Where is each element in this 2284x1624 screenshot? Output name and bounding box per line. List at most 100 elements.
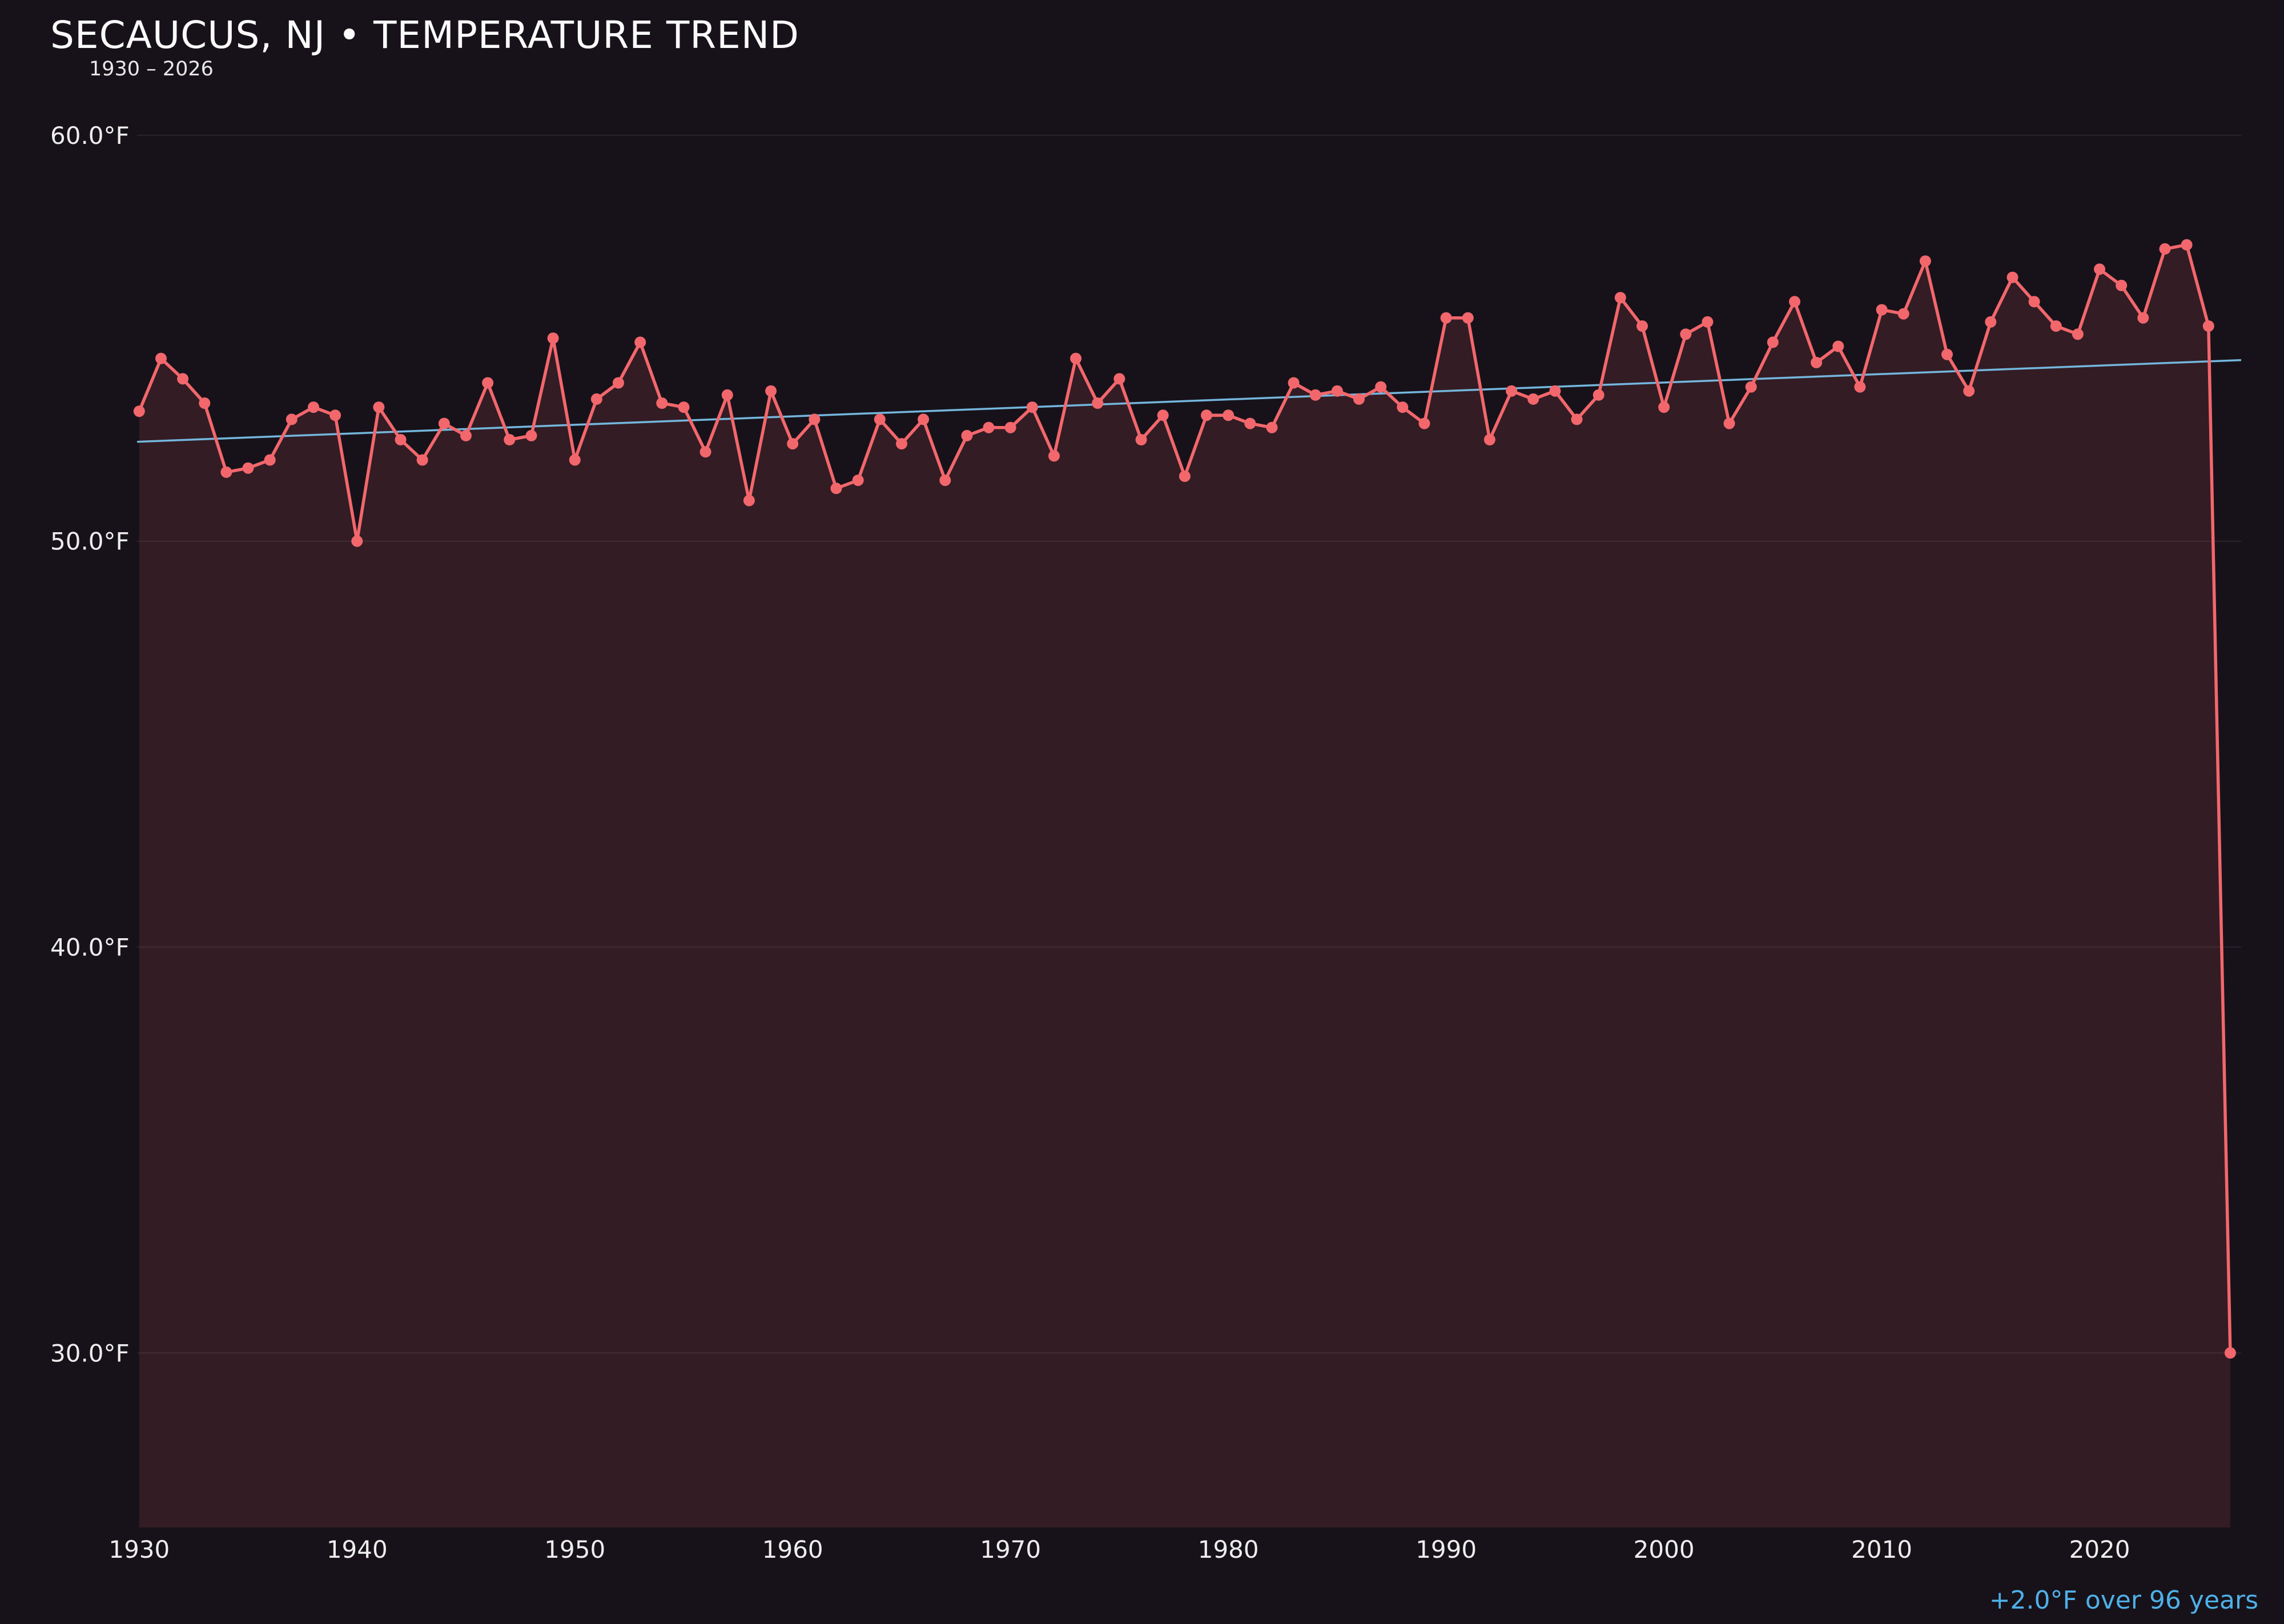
data-point	[1527, 393, 1539, 405]
y-tick-label: 60.0°F	[50, 122, 130, 150]
data-point	[1745, 381, 1757, 393]
data-point	[2159, 243, 2171, 255]
x-tick-label: 2020	[2069, 1535, 2130, 1563]
x-tick-label: 1930	[108, 1535, 170, 1563]
chart-title: SECAUCUS, NJ • TEMPERATURE TREND	[50, 13, 800, 57]
data-point	[874, 413, 886, 425]
data-point	[1985, 316, 1997, 328]
data-point	[1506, 385, 1518, 397]
series-area	[139, 244, 2230, 1527]
data-point	[438, 417, 450, 429]
data-point	[656, 397, 668, 409]
data-point	[2224, 1347, 2236, 1359]
data-point	[460, 429, 472, 441]
data-point	[199, 397, 211, 409]
data-point	[2028, 296, 2040, 308]
data-point	[482, 377, 494, 389]
data-point	[242, 462, 254, 474]
y-tick-label: 40.0°F	[50, 934, 130, 962]
data-point	[1353, 393, 1365, 405]
data-point	[1897, 308, 1909, 320]
data-point	[1397, 401, 1409, 413]
data-point	[961, 429, 973, 441]
data-point	[373, 401, 385, 413]
data-point	[1223, 409, 1235, 421]
data-point	[2006, 271, 2018, 283]
data-point	[1571, 413, 1583, 425]
data-point	[1201, 409, 1212, 421]
trend-annotation: +2.0°F over 96 years	[1989, 1586, 2258, 1615]
data-point	[678, 401, 690, 413]
data-point	[1811, 356, 1823, 368]
data-point	[1702, 316, 1714, 328]
data-point	[2094, 263, 2105, 275]
data-point	[220, 466, 232, 478]
data-point	[1767, 336, 1779, 348]
data-point	[2050, 320, 2062, 332]
y-tick-label: 50.0°F	[50, 528, 130, 556]
data-point	[1375, 381, 1387, 393]
x-tick-label: 1940	[327, 1535, 388, 1563]
data-point	[1614, 292, 1626, 304]
data-point	[1680, 328, 1692, 340]
data-point	[1462, 312, 1474, 324]
trend-line	[136, 359, 2242, 443]
data-point	[2181, 239, 2193, 251]
data-point	[351, 535, 363, 547]
data-point	[1135, 434, 1147, 445]
data-point	[699, 446, 711, 458]
data-point	[525, 429, 537, 441]
data-point	[830, 483, 842, 495]
data-point	[155, 352, 167, 364]
data-point	[896, 438, 907, 450]
data-point	[1048, 450, 1060, 462]
data-point	[395, 434, 407, 445]
data-point	[1331, 385, 1343, 397]
y-tick-label: 30.0°F	[50, 1339, 130, 1367]
data-point	[308, 401, 319, 413]
data-point	[1549, 385, 1561, 397]
data-point	[787, 438, 799, 450]
data-point	[1919, 255, 1931, 267]
data-point	[1113, 373, 1125, 385]
data-point	[1070, 352, 1082, 364]
data-point	[1483, 434, 1495, 445]
data-point	[504, 434, 516, 445]
data-point	[1244, 417, 1256, 429]
data-point	[329, 409, 341, 421]
data-point	[1157, 409, 1169, 421]
data-point	[1004, 421, 1016, 433]
x-tick-label: 2000	[1634, 1535, 1695, 1563]
data-point	[569, 454, 581, 466]
data-point	[765, 385, 777, 397]
data-point	[2137, 312, 2149, 324]
data-point	[1288, 377, 1300, 389]
data-point	[743, 495, 755, 507]
data-point	[634, 336, 646, 348]
x-tick-label: 1990	[1416, 1535, 1477, 1563]
data-point	[1309, 389, 1321, 401]
data-point	[852, 475, 864, 487]
data-point	[721, 389, 733, 401]
data-point	[264, 454, 276, 466]
data-point	[2202, 320, 2214, 332]
x-tick-label: 1980	[1198, 1535, 1259, 1563]
data-point	[1418, 417, 1430, 429]
x-tick-label: 1950	[544, 1535, 605, 1563]
data-point	[590, 393, 602, 405]
data-point	[1266, 421, 1278, 433]
data-point	[939, 475, 951, 487]
chart-subtitle: 1930 – 2026	[89, 57, 214, 81]
data-point	[2116, 279, 2128, 291]
data-point	[1179, 471, 1191, 482]
data-point	[547, 332, 559, 344]
data-point	[983, 421, 995, 433]
chart-header: SECAUCUS, NJ • TEMPERATURE TREND 1930 – …	[50, 13, 800, 81]
data-point	[1876, 304, 1888, 316]
data-point	[809, 413, 821, 425]
x-tick-label: 1960	[762, 1535, 823, 1563]
data-point	[133, 405, 145, 417]
data-point	[1658, 401, 1670, 413]
data-point	[1092, 397, 1104, 409]
